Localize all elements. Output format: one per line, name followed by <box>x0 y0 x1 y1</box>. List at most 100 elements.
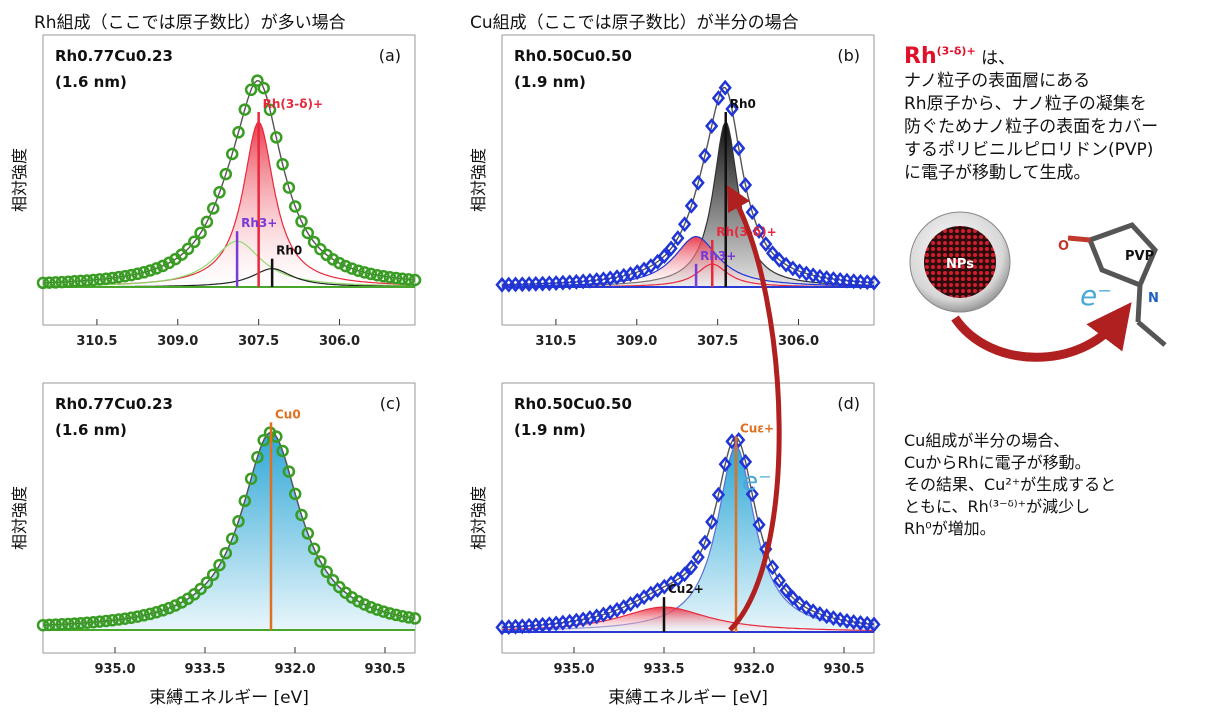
x-axis-label: 束縛エネルギー [eV] <box>608 688 768 708</box>
data-point <box>705 118 719 135</box>
x-axis-label: 束縛エネルギー [eV] <box>149 688 309 708</box>
data-point <box>752 223 766 239</box>
data-point <box>125 268 138 282</box>
data-point <box>301 226 315 240</box>
note-cu-transfer: Cu組成が半分の場合、 CuからRhに電子が移動。 その結果、Cu²⁺が生成するとと… <box>904 430 1204 540</box>
data-point <box>112 270 125 284</box>
data-point <box>263 103 277 117</box>
component-fill-1 <box>43 432 415 630</box>
data-point <box>61 617 75 631</box>
data-point <box>698 534 712 551</box>
data-point <box>786 589 800 606</box>
panel-a: 310.5 309.0 307.5 306.0 Rh(3-δ)+ Rh3+ Rh0 Rh0.7… <box>10 34 422 349</box>
data-point <box>55 275 69 289</box>
data-point <box>677 216 692 233</box>
data-point <box>725 101 739 117</box>
data-point <box>282 465 296 478</box>
data-point <box>118 612 132 625</box>
data-point <box>358 266 371 279</box>
data-point <box>792 595 807 612</box>
data-point <box>213 558 226 572</box>
data-point <box>206 568 220 581</box>
data-point <box>389 271 403 285</box>
nps-label: NPs <box>946 257 974 272</box>
x-tick-label: 306.0 <box>778 334 819 349</box>
x-tick-label: 307.5 <box>238 334 279 349</box>
data-point <box>93 273 106 286</box>
panel-letter: (d) <box>837 394 860 413</box>
data-point <box>718 79 732 96</box>
data-point <box>307 542 321 556</box>
data-point <box>377 605 390 618</box>
data-point <box>383 607 397 620</box>
note-1-line-3: 防ぐためナノ粒子の表面をカバー <box>904 117 1159 138</box>
plot-frame <box>501 34 875 326</box>
data-point <box>244 83 258 97</box>
data-point <box>752 516 766 533</box>
y-axis-label: 相対強度 <box>469 486 488 550</box>
peak-label: Cu2+ <box>668 582 704 596</box>
data-point <box>244 472 258 486</box>
panel-letter: (a) <box>379 46 401 65</box>
data-point <box>813 606 827 622</box>
data-point <box>87 615 100 629</box>
size-label: (1.6 nm) <box>55 73 127 91</box>
data-point <box>377 270 390 283</box>
x-tick-label: 932.0 <box>274 662 315 677</box>
data-point <box>779 582 793 599</box>
right-column-heading: Cu組成（ここでは原子数比）が半分の場合 <box>470 13 799 33</box>
data-point <box>765 245 780 262</box>
np-to-pvp-arrow <box>951 302 1132 362</box>
pvp-carbonyl <box>1067 235 1091 243</box>
data-point <box>705 513 719 530</box>
nanoparticle-core <box>924 226 996 298</box>
data-point <box>765 559 780 576</box>
data-point <box>169 599 182 612</box>
electron-label-d: e⁻ <box>742 467 772 497</box>
peak-label: Cuε+ <box>740 421 774 435</box>
panel-letter: (b) <box>837 46 860 65</box>
data-point <box>276 158 289 171</box>
plot-frame <box>501 382 875 654</box>
x-tick-label: 930.5 <box>364 662 405 677</box>
data-point <box>732 140 746 157</box>
x-tick-label: 933.5 <box>643 662 684 677</box>
pvp-ring <box>1086 222 1158 289</box>
data-point <box>352 595 365 608</box>
peak-label: Rh(3-δ)+ <box>263 97 323 111</box>
panel-c: 935.0 933.5 932.0 930.5 Cu0 Rh0.77Cu0.23 (1.6 … <box>10 382 422 708</box>
data-point <box>698 147 712 164</box>
data-point <box>43 276 56 289</box>
data-point <box>200 576 214 589</box>
data-point <box>772 572 786 589</box>
rh-species-label: Rh(3-δ)+ <box>904 44 976 69</box>
data-point <box>718 456 732 473</box>
data-point <box>370 603 384 616</box>
data-point <box>671 230 685 247</box>
x-tick-label: 935.0 <box>553 662 594 677</box>
data-point <box>232 515 245 528</box>
size-label: (1.9 nm) <box>514 421 586 439</box>
data-point <box>36 618 50 632</box>
data-point <box>402 273 415 286</box>
note-rh-origin: Rh(3-δ)+ は、 ナノ粒子の表面層にある Rh原子から、ナノ粒子の凝集を 防ぐ… <box>904 40 1204 185</box>
note-2-line-5: Rh⁰が増加。 <box>904 519 996 538</box>
data-point <box>389 608 403 622</box>
data-point <box>238 103 252 116</box>
data-point <box>238 494 252 508</box>
data-point <box>711 486 726 503</box>
data-point <box>364 267 378 281</box>
oxygen-label: O <box>1058 239 1069 254</box>
x-tick-label: 935.0 <box>94 662 135 677</box>
data-point <box>219 546 233 560</box>
data-point <box>320 565 333 579</box>
x-tick-label: 932.0 <box>733 662 774 677</box>
x-tick-label: 310.5 <box>535 334 576 349</box>
note-1-body: ナノ粒子の表面層にある Rh原子から、ナノ粒子の凝集を 防ぐためナノ粒子の表面をカバ… <box>904 70 1204 185</box>
data-point <box>206 202 220 215</box>
data-point <box>80 616 94 629</box>
data-point <box>112 613 125 626</box>
data-point <box>691 549 705 566</box>
x-tick-label: 309.0 <box>157 334 198 349</box>
data-point <box>759 236 773 253</box>
